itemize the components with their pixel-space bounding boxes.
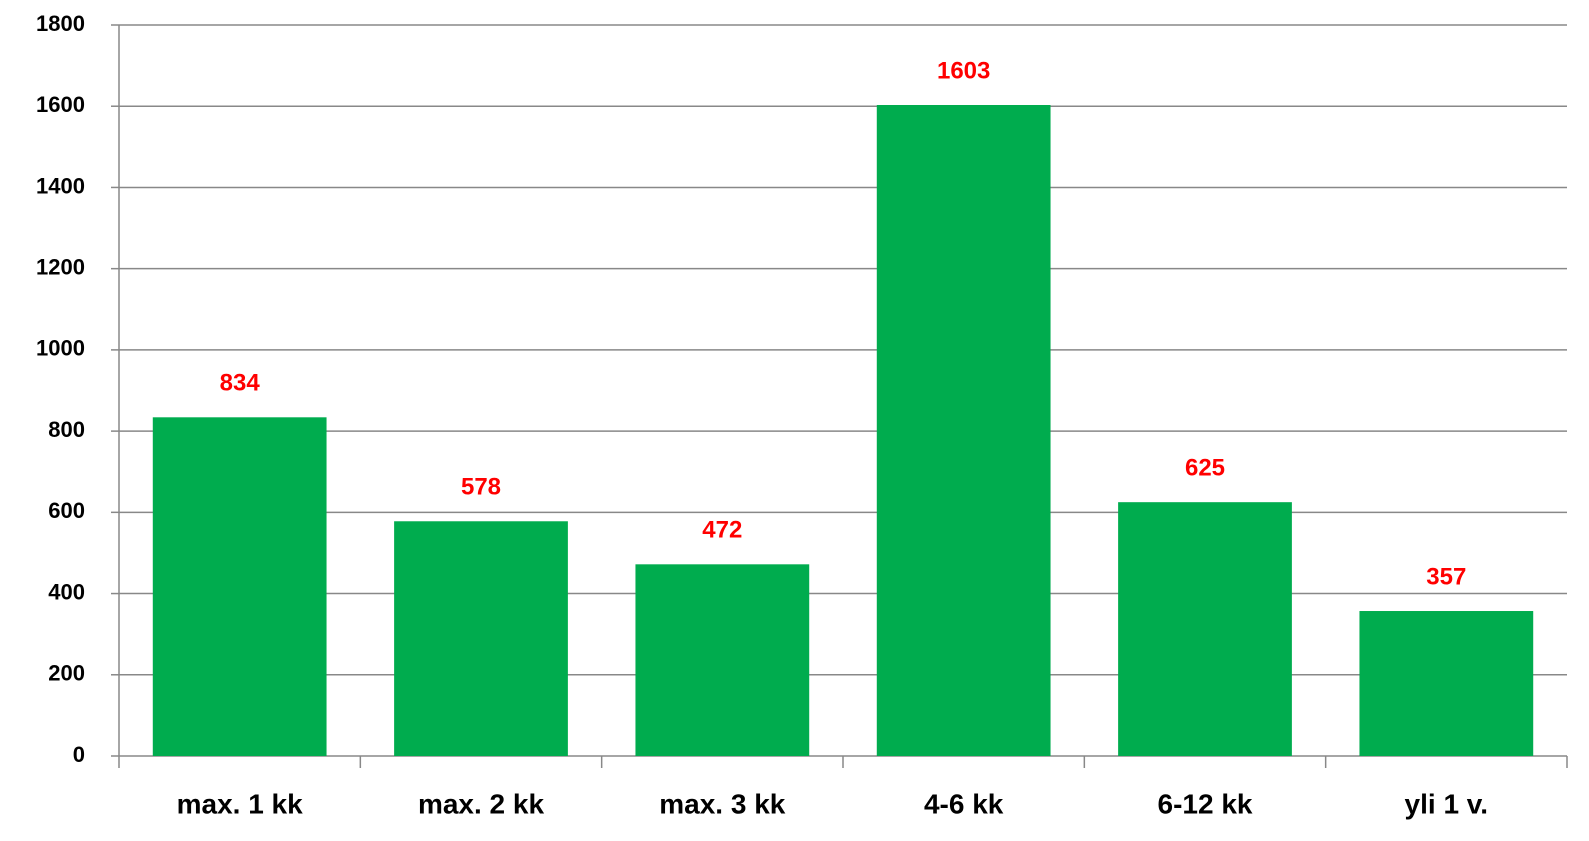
- value-label: 834: [220, 370, 261, 397]
- y-tick-label: 400: [48, 579, 85, 604]
- x-tick-label: yli 1 v.: [1405, 788, 1489, 819]
- bar: [635, 564, 810, 756]
- y-tick-label: 200: [48, 661, 85, 686]
- value-label: 357: [1426, 563, 1466, 590]
- x-tick-label: max. 1 kk: [177, 788, 304, 819]
- y-tick-label: 1000: [36, 336, 85, 361]
- y-tick-label: 1800: [36, 11, 85, 36]
- bar: [394, 521, 568, 756]
- bar: [1118, 502, 1292, 756]
- x-tick-label: 6-12 kk: [1158, 788, 1253, 819]
- bar: [876, 105, 1051, 756]
- x-tick-label: max. 3 kk: [659, 788, 786, 819]
- y-tick-label: 1200: [36, 254, 85, 279]
- value-label: 578: [461, 474, 501, 501]
- y-tick-label: 1400: [36, 173, 85, 198]
- value-label: 625: [1185, 455, 1225, 482]
- y-tick-label: 600: [48, 498, 85, 523]
- y-tick-label: 800: [48, 417, 85, 442]
- x-tick-label: max. 2 kk: [418, 788, 545, 819]
- y-tick-label: 1600: [36, 92, 85, 117]
- bar: [152, 417, 327, 756]
- value-label: 1603: [937, 57, 990, 84]
- y-tick-label: 0: [73, 742, 85, 767]
- value-label: 472: [702, 517, 742, 544]
- bar: [1359, 611, 1534, 756]
- x-tick-label: 4-6 kk: [924, 788, 1004, 819]
